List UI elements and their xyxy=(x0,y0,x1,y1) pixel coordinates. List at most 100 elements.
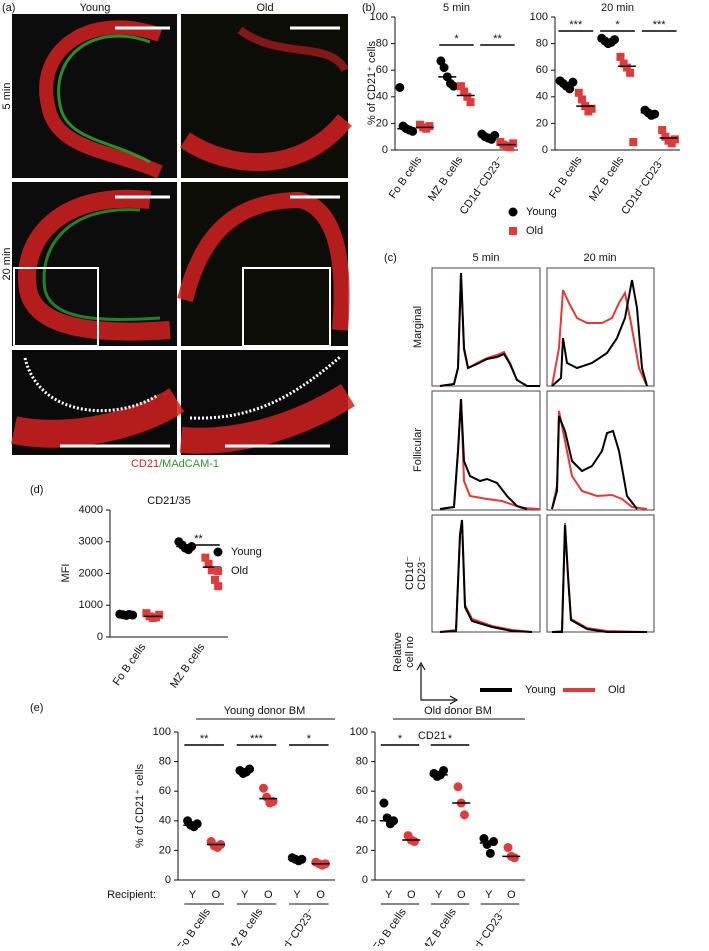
y-tick-label: 2000 xyxy=(79,567,103,579)
chart-title: 5 min xyxy=(443,2,470,14)
data-point xyxy=(460,87,469,96)
chart-title: 20 min xyxy=(601,2,634,14)
y-tick-label: 0 xyxy=(165,874,171,886)
y-tick-label: 40 xyxy=(356,815,368,827)
data-point xyxy=(503,842,513,852)
data-point xyxy=(425,122,434,131)
x-tick-label: MZ B cells xyxy=(420,906,460,946)
x-tick-label: CD1d⁻CD23⁻ xyxy=(458,154,507,217)
chart-header: Old donor BM xyxy=(424,705,492,717)
legend-label: Old xyxy=(608,684,625,696)
y-tick-label: 100 xyxy=(370,11,388,23)
y-tick-label: 80 xyxy=(376,38,388,50)
data-point xyxy=(155,610,164,619)
y-tick-label: 100 xyxy=(350,726,368,738)
data-point xyxy=(565,84,575,94)
data-point xyxy=(439,63,449,73)
significance-label: ** xyxy=(200,733,209,745)
axis-label: Relative xyxy=(392,632,404,672)
recipient-group: O xyxy=(212,889,221,901)
y-tick-label: 80 xyxy=(356,756,368,768)
column-label: 5 min xyxy=(473,252,500,264)
data-point xyxy=(379,798,389,808)
data-point xyxy=(616,52,625,61)
panel-label: (b) xyxy=(362,2,375,14)
data-point xyxy=(610,35,620,45)
data-point xyxy=(568,77,578,87)
y-tick-label: 40 xyxy=(159,815,171,827)
significance-label: *** xyxy=(250,733,264,745)
y-tick-label: 20 xyxy=(376,117,388,129)
micrographs xyxy=(11,14,355,455)
legend-label: Young xyxy=(525,684,556,696)
axis-label: CD21 xyxy=(418,730,446,742)
x-tick-label: CD1d⁻CD23⁻ xyxy=(460,906,509,946)
recipient-group: O xyxy=(457,889,466,901)
y-tick-label: 3000 xyxy=(79,536,103,548)
data-point xyxy=(207,566,216,575)
x-tick-label: MZ B cells xyxy=(587,154,627,203)
data-point xyxy=(201,553,210,562)
significance-label: * xyxy=(307,733,312,745)
column-label: Old xyxy=(256,2,273,14)
significance-label: * xyxy=(454,33,459,45)
significance-label: ** xyxy=(493,33,502,45)
axis-label: cell no xyxy=(404,636,416,668)
x-tick-label: CD1d⁻CD23⁻ xyxy=(269,906,318,946)
panel-label: (a) xyxy=(2,2,15,14)
recipient-group: O xyxy=(316,889,325,901)
y-axis-label: % of CD21⁺ cells xyxy=(366,40,378,125)
data-point xyxy=(626,68,635,77)
y-tick-label: 4000 xyxy=(79,504,103,516)
data-point xyxy=(463,92,472,101)
y-tick-label: 20 xyxy=(159,844,171,856)
x-tick-label: Fo B cells xyxy=(111,641,149,688)
data-point xyxy=(578,95,587,104)
row-label: Marginal xyxy=(412,306,424,348)
data-point xyxy=(436,56,446,66)
data-point xyxy=(574,88,583,97)
data-point xyxy=(459,810,469,820)
row-label: 20 min xyxy=(1,247,13,280)
recipient-group: O xyxy=(507,889,516,901)
y-tick-label: 0 xyxy=(542,144,548,156)
y-tick-label: 1000 xyxy=(79,599,103,611)
data-point xyxy=(658,126,667,135)
significance-label: * xyxy=(615,19,620,31)
recipient-group: Y xyxy=(485,889,493,901)
row-label: 5 min xyxy=(1,83,13,110)
data-point xyxy=(245,764,255,774)
x-tick-label: Fo B cells xyxy=(175,906,213,946)
data-point xyxy=(587,104,596,113)
data-point xyxy=(192,819,202,829)
data-point xyxy=(409,837,419,847)
y-tick-label: 0 xyxy=(382,144,388,156)
data-point xyxy=(485,848,495,858)
legend-swatch xyxy=(213,547,223,557)
y-tick-label: 40 xyxy=(536,91,548,103)
legend-label: Old xyxy=(526,225,543,237)
x-tick-label: Fo B cells xyxy=(547,154,585,201)
y-tick-label: 0 xyxy=(97,631,103,643)
data-point xyxy=(439,765,449,775)
y-tick-label: 60 xyxy=(356,785,368,797)
significance-label: *** xyxy=(569,19,583,31)
data-point xyxy=(490,130,500,140)
panel-label: (e) xyxy=(30,702,43,714)
row-label: CD1d⁻ xyxy=(404,556,416,590)
chart-header: Young donor BM xyxy=(224,705,306,717)
x-tick-label: CD1d⁻CD23⁻ xyxy=(619,154,668,217)
significance-label: * xyxy=(398,733,403,745)
data-point xyxy=(204,559,213,568)
recipient-group: Y xyxy=(435,889,443,901)
y-axis-label: % of CD21⁺ cells xyxy=(134,763,146,848)
row-label: CD23⁻ xyxy=(416,556,428,590)
stain-green: /MAdCAM-1 xyxy=(159,458,219,470)
data-point xyxy=(449,81,459,91)
recipient-group: O xyxy=(264,889,273,901)
x-tick-label: MZ B cells xyxy=(226,906,266,946)
y-tick-label: 20 xyxy=(356,844,368,856)
recipient-group: Y xyxy=(385,889,393,901)
recipient-label: Recipient: xyxy=(107,889,156,901)
